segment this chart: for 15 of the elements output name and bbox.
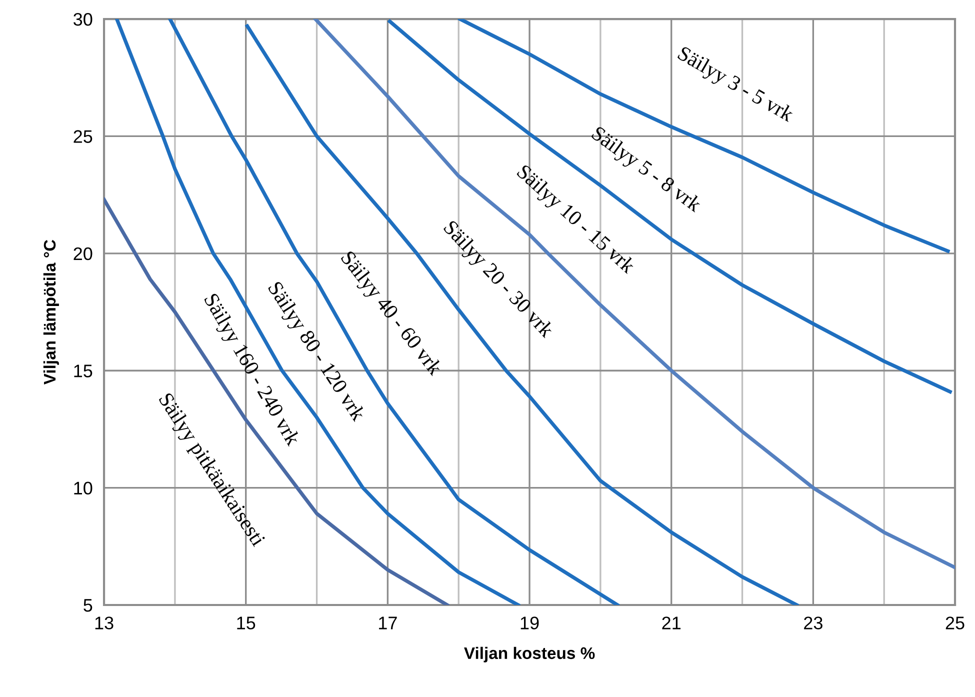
x-tick-label: 17: [379, 616, 397, 630]
x-tick-label: 19: [520, 616, 539, 630]
y-axis-title: Viljan lämpötila °C: [43, 240, 59, 385]
y-tick-label: 15: [74, 364, 92, 378]
y-tick-label: 20: [74, 247, 92, 260]
x-tick-label: 25: [946, 616, 964, 630]
y-tick-label: 30: [74, 12, 92, 26]
x-tick-label: 21: [662, 616, 681, 630]
y-tick-label: 25: [74, 130, 92, 143]
y-tick-label: 5: [84, 599, 92, 612]
x-tick-label: 23: [804, 616, 822, 630]
x-tick-label: 15: [237, 616, 256, 630]
x-axis-title: Viljan kosteus %: [464, 646, 595, 662]
y-tick-label: 10: [74, 482, 92, 495]
x-tick-label: 13: [95, 616, 114, 630]
